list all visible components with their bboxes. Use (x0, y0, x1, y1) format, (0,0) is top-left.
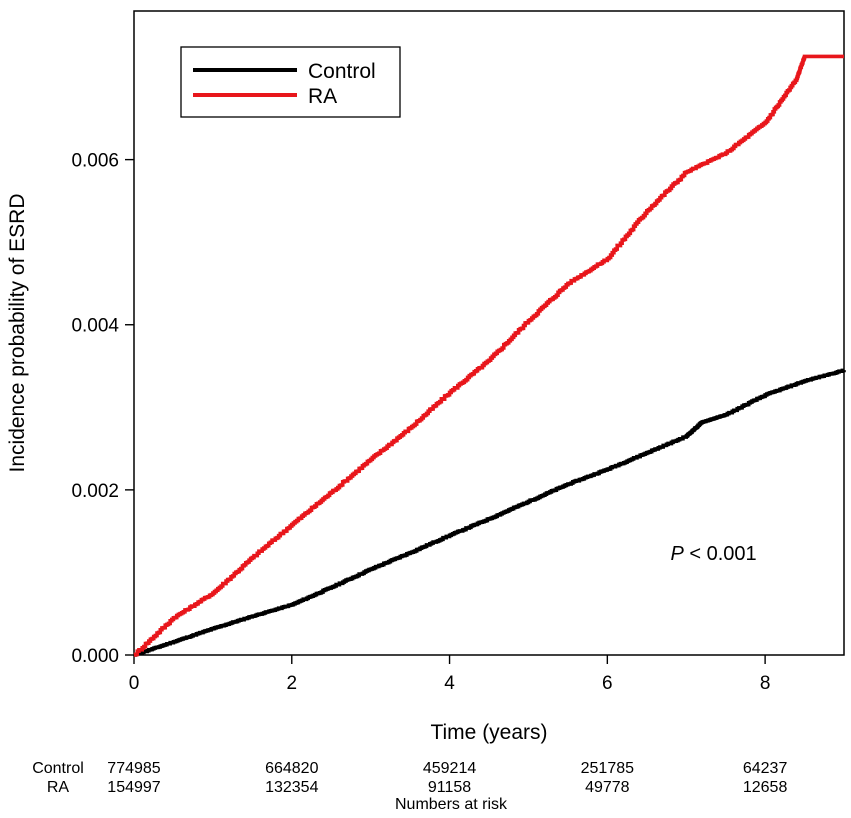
risk-value: 91158 (428, 779, 471, 796)
risk-value: 49778 (585, 779, 630, 796)
legend-label-ra: RA (308, 85, 337, 108)
legend: Control RA (180, 46, 401, 118)
risk-value: 12658 (743, 779, 788, 796)
risk-value: 664820 (265, 760, 318, 777)
y-tick-label: 0.002 (71, 481, 119, 502)
plot-frame (133, 10, 845, 656)
p-value-symbol: P (670, 543, 684, 565)
p-value-annotation: P < 0.001 (670, 543, 756, 565)
risk-table: Control 774985 664820 459214 251785 64237 RA 15… (32, 760, 787, 813)
risk-value: 251785 (581, 760, 634, 777)
series-layer (133, 54, 846, 657)
series-line-ra (133, 54, 844, 657)
risk-value: 64237 (743, 760, 788, 777)
x-tick-label: 0 (129, 673, 140, 694)
x-axis-title: Time (years) (430, 721, 547, 744)
risk-table-title: Numbers at risk (395, 796, 508, 813)
series-line-control (133, 368, 846, 657)
legend-label-control: Control (308, 60, 376, 83)
risk-row-label: Control (32, 760, 84, 777)
x-axis: 0 2 4 6 8 Time (years) (129, 655, 771, 744)
risk-value: 132354 (265, 779, 318, 796)
risk-value: 154997 (107, 779, 160, 796)
y-tick-label: 0.004 (71, 316, 119, 337)
x-tick-label: 2 (286, 673, 297, 694)
risk-row-label: RA (47, 779, 70, 796)
legend-box (180, 46, 401, 118)
y-axis: 0.000 0.002 0.004 0.006 Incidence probabili… (6, 151, 134, 667)
risk-value: 774985 (107, 760, 160, 777)
x-tick-label: 6 (602, 673, 613, 694)
risk-value: 459214 (423, 760, 476, 777)
p-value-text: < 0.001 (684, 543, 757, 565)
y-tick-label: 0.006 (71, 151, 119, 172)
x-tick-label: 4 (444, 673, 455, 694)
x-tick-label: 8 (760, 673, 771, 694)
y-tick-label: 0.000 (71, 646, 119, 667)
y-axis-title: Incidence probability of ESRD (6, 194, 29, 473)
